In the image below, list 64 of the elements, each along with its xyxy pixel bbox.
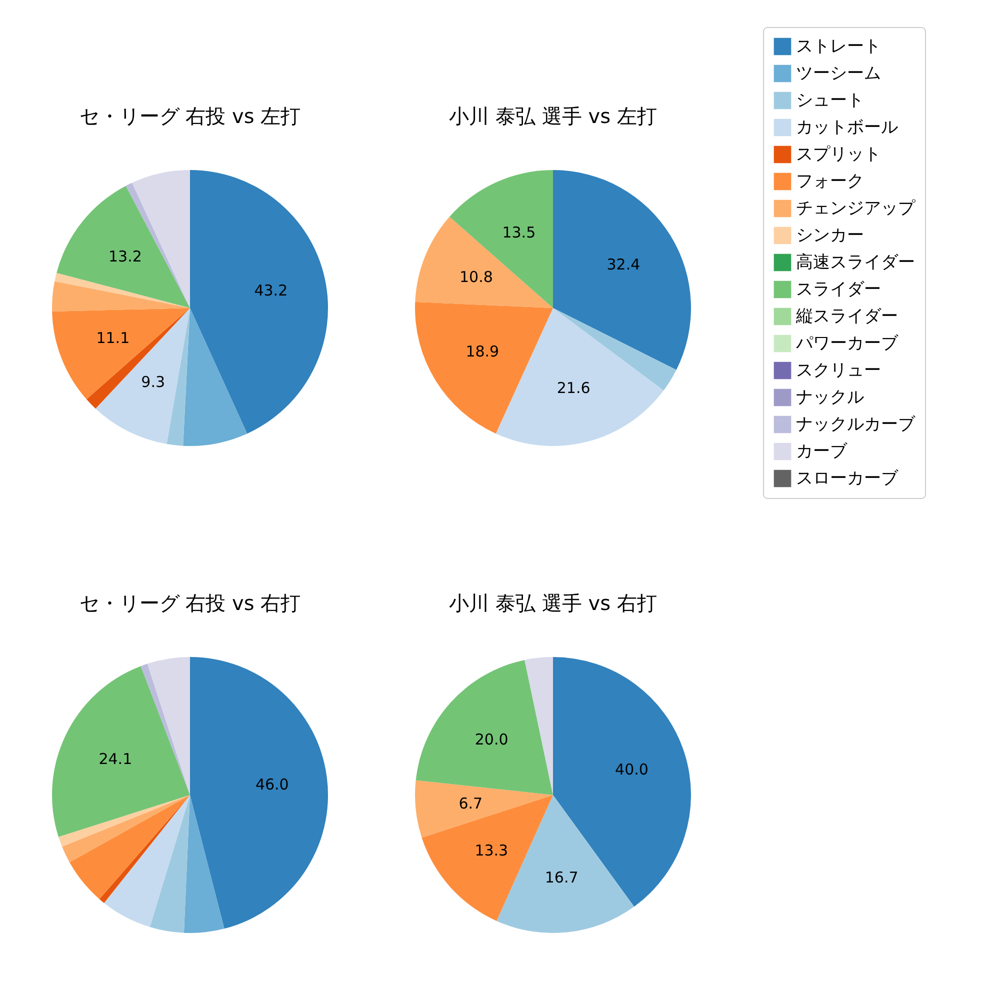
legend-label: ストレート <box>796 36 881 56</box>
pie-slice <box>166 308 190 446</box>
pie-slice <box>416 660 553 795</box>
pie-slice <box>449 170 553 308</box>
legend-label: パワーカーブ <box>795 334 899 354</box>
pie-slice <box>150 795 190 933</box>
pie-slice <box>415 780 553 838</box>
data-label: 13.5 <box>502 224 536 242</box>
pie-slice <box>96 308 190 444</box>
pie-slice <box>524 657 553 795</box>
data-label: 16.7 <box>544 868 578 886</box>
pie-slice <box>190 170 328 434</box>
pie-slice <box>183 308 248 446</box>
legend-label: ツーシーム <box>796 64 881 84</box>
legend-label: スプリット <box>796 144 881 164</box>
chart-title: 小川 泰弘 選手 vs 左打 <box>449 104 657 128</box>
legend-label: スライダー <box>796 280 881 300</box>
legend-label: シンカー <box>796 226 864 246</box>
chart-title: 小川 泰弘 選手 vs 右打 <box>449 591 657 615</box>
data-label: 18.9 <box>466 342 500 360</box>
legend-label: チェンジアップ <box>796 198 916 218</box>
pie-slice <box>69 795 190 900</box>
pie-slice <box>415 302 553 434</box>
pie-slice <box>54 272 190 308</box>
pie-slice <box>86 308 190 409</box>
pie-slice <box>147 657 190 795</box>
legend-label: シュート <box>796 90 864 110</box>
data-label: 6.7 <box>458 794 483 813</box>
pie-slice <box>52 281 190 312</box>
data-label: 20.0 <box>474 730 508 748</box>
pie-slice <box>140 664 190 795</box>
pie-slice <box>99 795 190 903</box>
data-label: 9.3 <box>141 373 166 392</box>
pie-slice <box>184 795 224 933</box>
pie-slice <box>415 216 553 308</box>
legend-label: フォーク <box>796 172 864 192</box>
pie-slice <box>553 170 691 370</box>
data-label: 13.3 <box>474 841 508 860</box>
data-label: 10.8 <box>460 268 493 286</box>
data-label: 24.1 <box>98 750 132 768</box>
pie-slice <box>58 795 190 847</box>
chart-title: セ・リーグ 右投 vs 右打 <box>79 591 301 615</box>
data-label: 13.2 <box>108 247 142 266</box>
legend-label: ナックルカーブ <box>796 414 916 434</box>
data-label: 46.0 <box>255 776 289 794</box>
legend-label: カーブ <box>796 442 848 462</box>
pie-slice <box>104 795 190 928</box>
data-label: 11.1 <box>96 329 130 348</box>
legend-label: スローカーブ <box>796 468 899 488</box>
legend-label: スクリュー <box>796 360 881 380</box>
pie-slice <box>52 666 190 837</box>
data-label: 40.0 <box>615 760 648 778</box>
pie-slice <box>56 186 190 308</box>
pie-slice <box>190 657 328 929</box>
legend-label: ナックル <box>796 388 864 408</box>
legend-label: 縦スライダー <box>795 306 898 326</box>
text: セ・リーグ 右投 vs 左打 <box>79 104 301 128</box>
data-label: 32.4 <box>606 256 640 274</box>
pie-slice <box>62 795 190 862</box>
data-label: 21.6 <box>556 379 590 398</box>
data-label: 43.2 <box>254 281 288 300</box>
pie-slice <box>52 308 190 400</box>
legend-label: カットボール <box>796 118 898 138</box>
legend-label: 高速スライダー <box>796 252 915 272</box>
